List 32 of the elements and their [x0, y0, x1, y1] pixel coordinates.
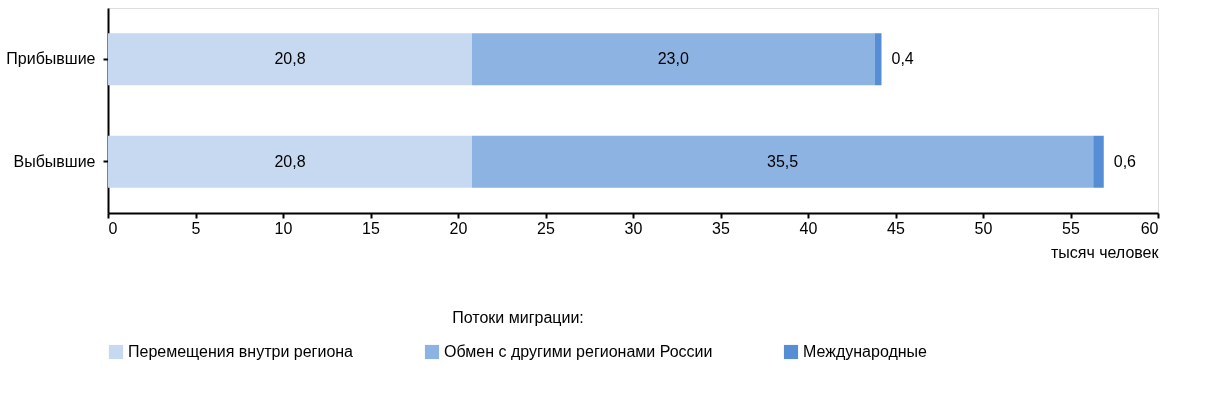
y-tick-label: Выбывшие	[13, 152, 96, 170]
x-tick-label: 25	[537, 219, 555, 237]
y-tick-label: Прибывшие	[6, 50, 96, 68]
legend-label: Перемещения внутри региона	[128, 343, 354, 360]
x-axis-title: тысяч человек	[1050, 243, 1160, 261]
x-tick-label: 20	[449, 219, 468, 237]
x-tick-label: 30	[624, 219, 643, 237]
x-tick-label: 5	[191, 219, 201, 237]
data-label: 0,4	[891, 50, 914, 68]
legend-label: Обмен с другими регионами России	[444, 343, 713, 360]
bar	[874, 33, 882, 86]
x-tick-label: 40	[799, 219, 818, 237]
x-tick-label: 50	[974, 219, 993, 237]
bar	[472, 33, 875, 86]
x-tick-label: 0	[108, 219, 118, 237]
x-tick-label: 55	[1062, 219, 1080, 237]
bar	[1093, 135, 1104, 188]
data-label: 20,8	[274, 152, 306, 170]
legend-title: Потоки миграции:	[452, 309, 584, 326]
bar	[108, 33, 472, 86]
data-label: 20,8	[274, 50, 306, 68]
bar	[472, 135, 1094, 188]
x-tick-label: 45	[887, 219, 905, 237]
legend-label: Международные	[803, 343, 928, 360]
data-label: 35,5	[767, 152, 799, 170]
data-label: 23,0	[657, 50, 689, 68]
data-label: 0,6	[1113, 152, 1137, 170]
x-tick-label: 35	[712, 219, 730, 237]
bar	[108, 135, 472, 188]
x-tick-label: 60	[1140, 219, 1159, 237]
x-tick-label: 10	[274, 219, 293, 237]
x-tick-label: 15	[362, 219, 380, 237]
